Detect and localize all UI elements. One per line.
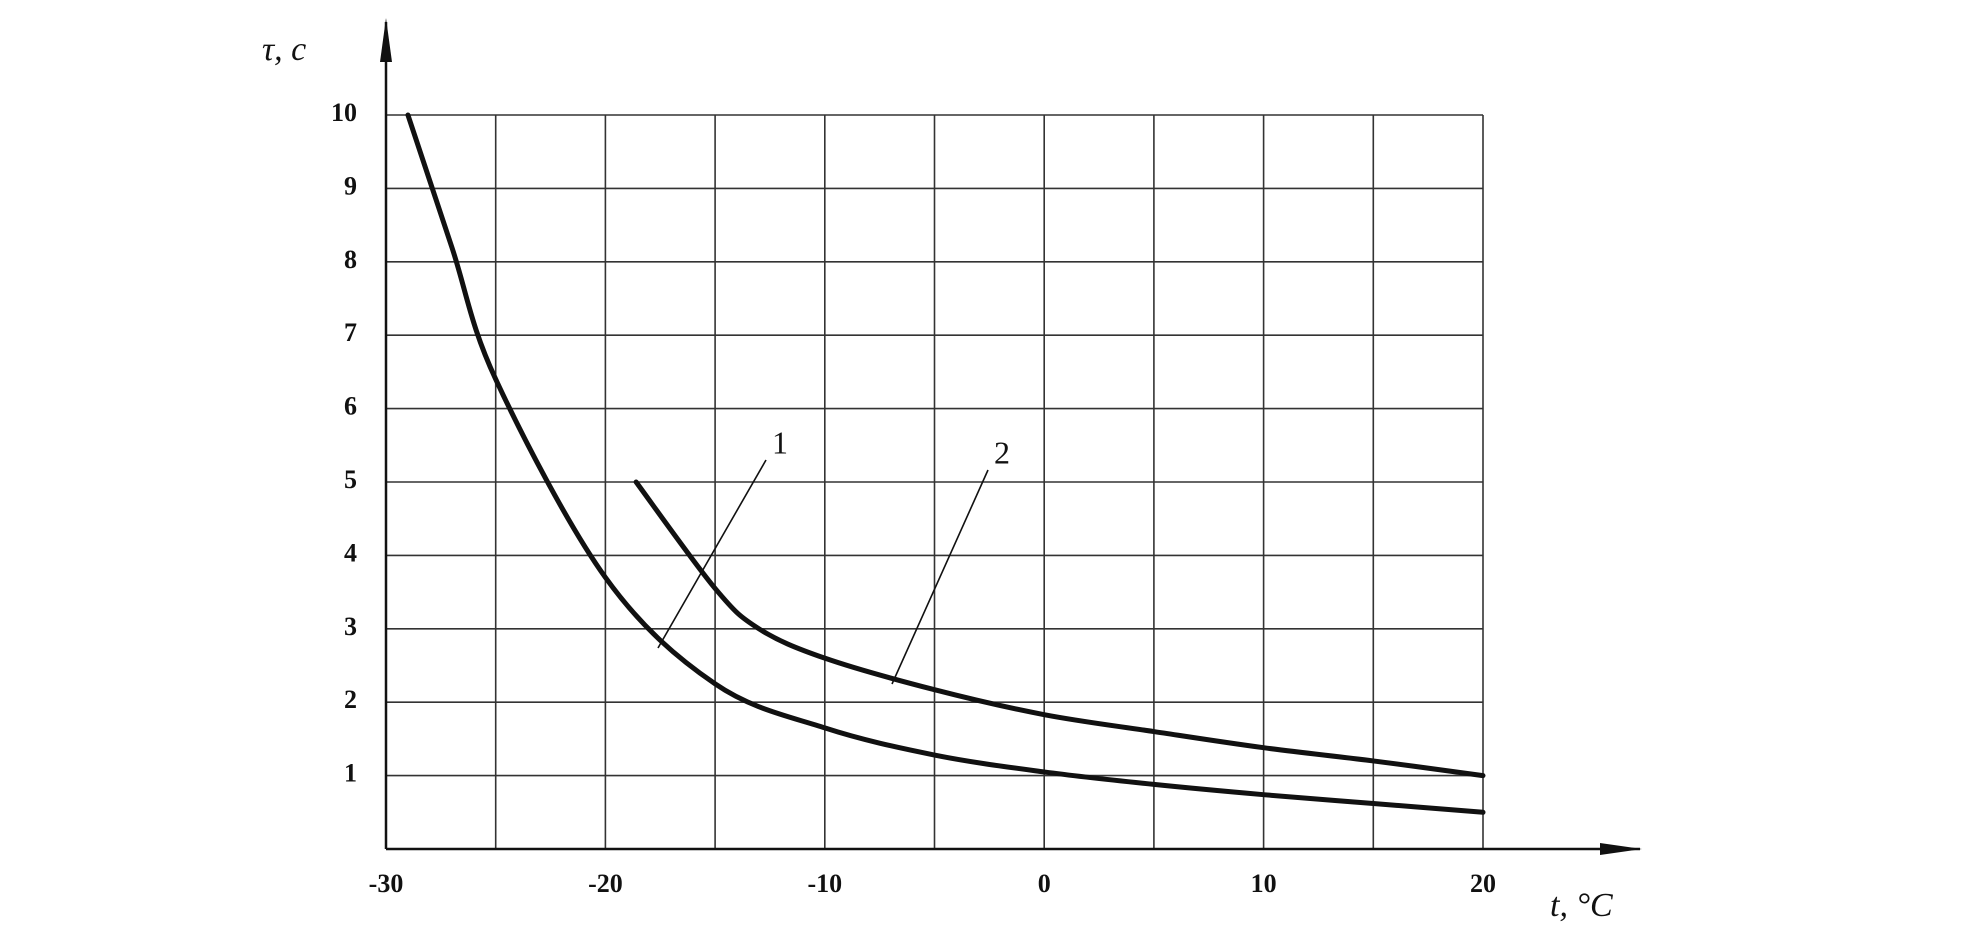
- line: [633, 479, 1486, 779]
- series-label: 1: [772, 424, 788, 460]
- y-tick-label: 10: [331, 98, 357, 127]
- y-arrow: [380, 18, 392, 62]
- series-label: 2: [994, 434, 1010, 470]
- x-axis-label: t, °C: [1550, 887, 1613, 924]
- x-tick-label: -20: [588, 869, 623, 898]
- x-tick-label: -30: [369, 869, 404, 898]
- x-arrow: [1600, 843, 1642, 855]
- y-tick-label: 3: [344, 612, 357, 641]
- leader-line: [657, 459, 767, 649]
- x-tick-label: 20: [1470, 869, 1496, 898]
- y-tick-label: 8: [344, 245, 357, 274]
- y-tick-label: 1: [344, 759, 357, 788]
- y-tick-label: 5: [344, 465, 357, 494]
- x-tick-label: 0: [1038, 869, 1051, 898]
- y-tick-label: 9: [344, 171, 357, 200]
- leader-line: [891, 469, 989, 685]
- y-tick-label: 2: [344, 685, 357, 714]
- x-tick-label: 10: [1251, 869, 1277, 898]
- x-tick-label: -10: [807, 869, 842, 898]
- y-tick-label: 4: [344, 538, 357, 567]
- line: [405, 112, 1486, 815]
- y-tick-label: 6: [344, 392, 357, 421]
- y-axis-label: τ, c: [262, 31, 306, 68]
- y-tick-label: 7: [344, 318, 357, 347]
